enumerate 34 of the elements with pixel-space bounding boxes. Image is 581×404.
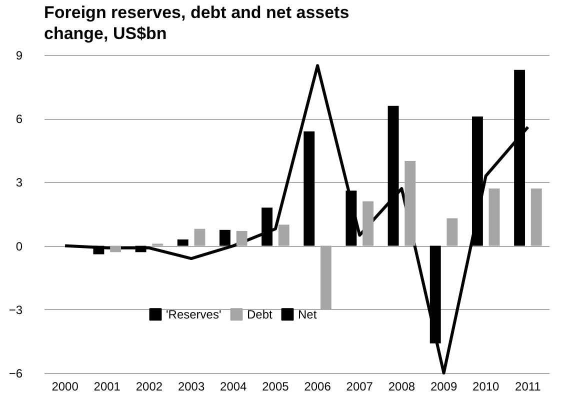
y-tick-label: −3	[8, 302, 23, 317]
x-tick-label: 2010	[472, 380, 500, 394]
x-tick-label: 2004	[220, 380, 248, 394]
bar	[93, 246, 104, 254]
legend-label: Net	[298, 307, 318, 322]
bar	[219, 230, 230, 246]
x-tick-label: 2001	[94, 380, 121, 394]
line-series	[64, 64, 530, 374]
x-tick-label: 2007	[346, 380, 374, 394]
bar	[135, 246, 146, 252]
bar	[388, 106, 399, 246]
bar	[346, 190, 357, 246]
y-tick-label: 6	[16, 112, 23, 126]
chart-title: Foreign reserves, debt and net assets change, US$bn	[44, 3, 350, 43]
x-tick-label: 2011	[515, 380, 542, 394]
x-tick-label: 2006	[304, 380, 332, 394]
y-tick-label: 9	[16, 48, 23, 62]
x-tick-label: 2005	[262, 380, 290, 394]
bar	[262, 208, 273, 246]
y-tick-label: 3	[16, 176, 23, 190]
bar	[304, 131, 315, 246]
y-tick-label: −6	[8, 366, 23, 380]
bar	[430, 246, 441, 344]
bar	[514, 70, 526, 246]
legend-label: 'Reserves'	[166, 307, 222, 322]
x-tick-label: 2008	[388, 380, 416, 394]
bar	[472, 116, 483, 246]
x-tick-label: 2002	[136, 380, 163, 394]
x-tick-label: 2009	[430, 380, 458, 394]
y-tick-label: 0	[16, 239, 23, 254]
bar	[177, 239, 188, 246]
x-tick-label: 2000	[52, 380, 79, 394]
x-tick-label: 2003	[178, 380, 205, 394]
legend-label: Debt	[247, 307, 274, 322]
